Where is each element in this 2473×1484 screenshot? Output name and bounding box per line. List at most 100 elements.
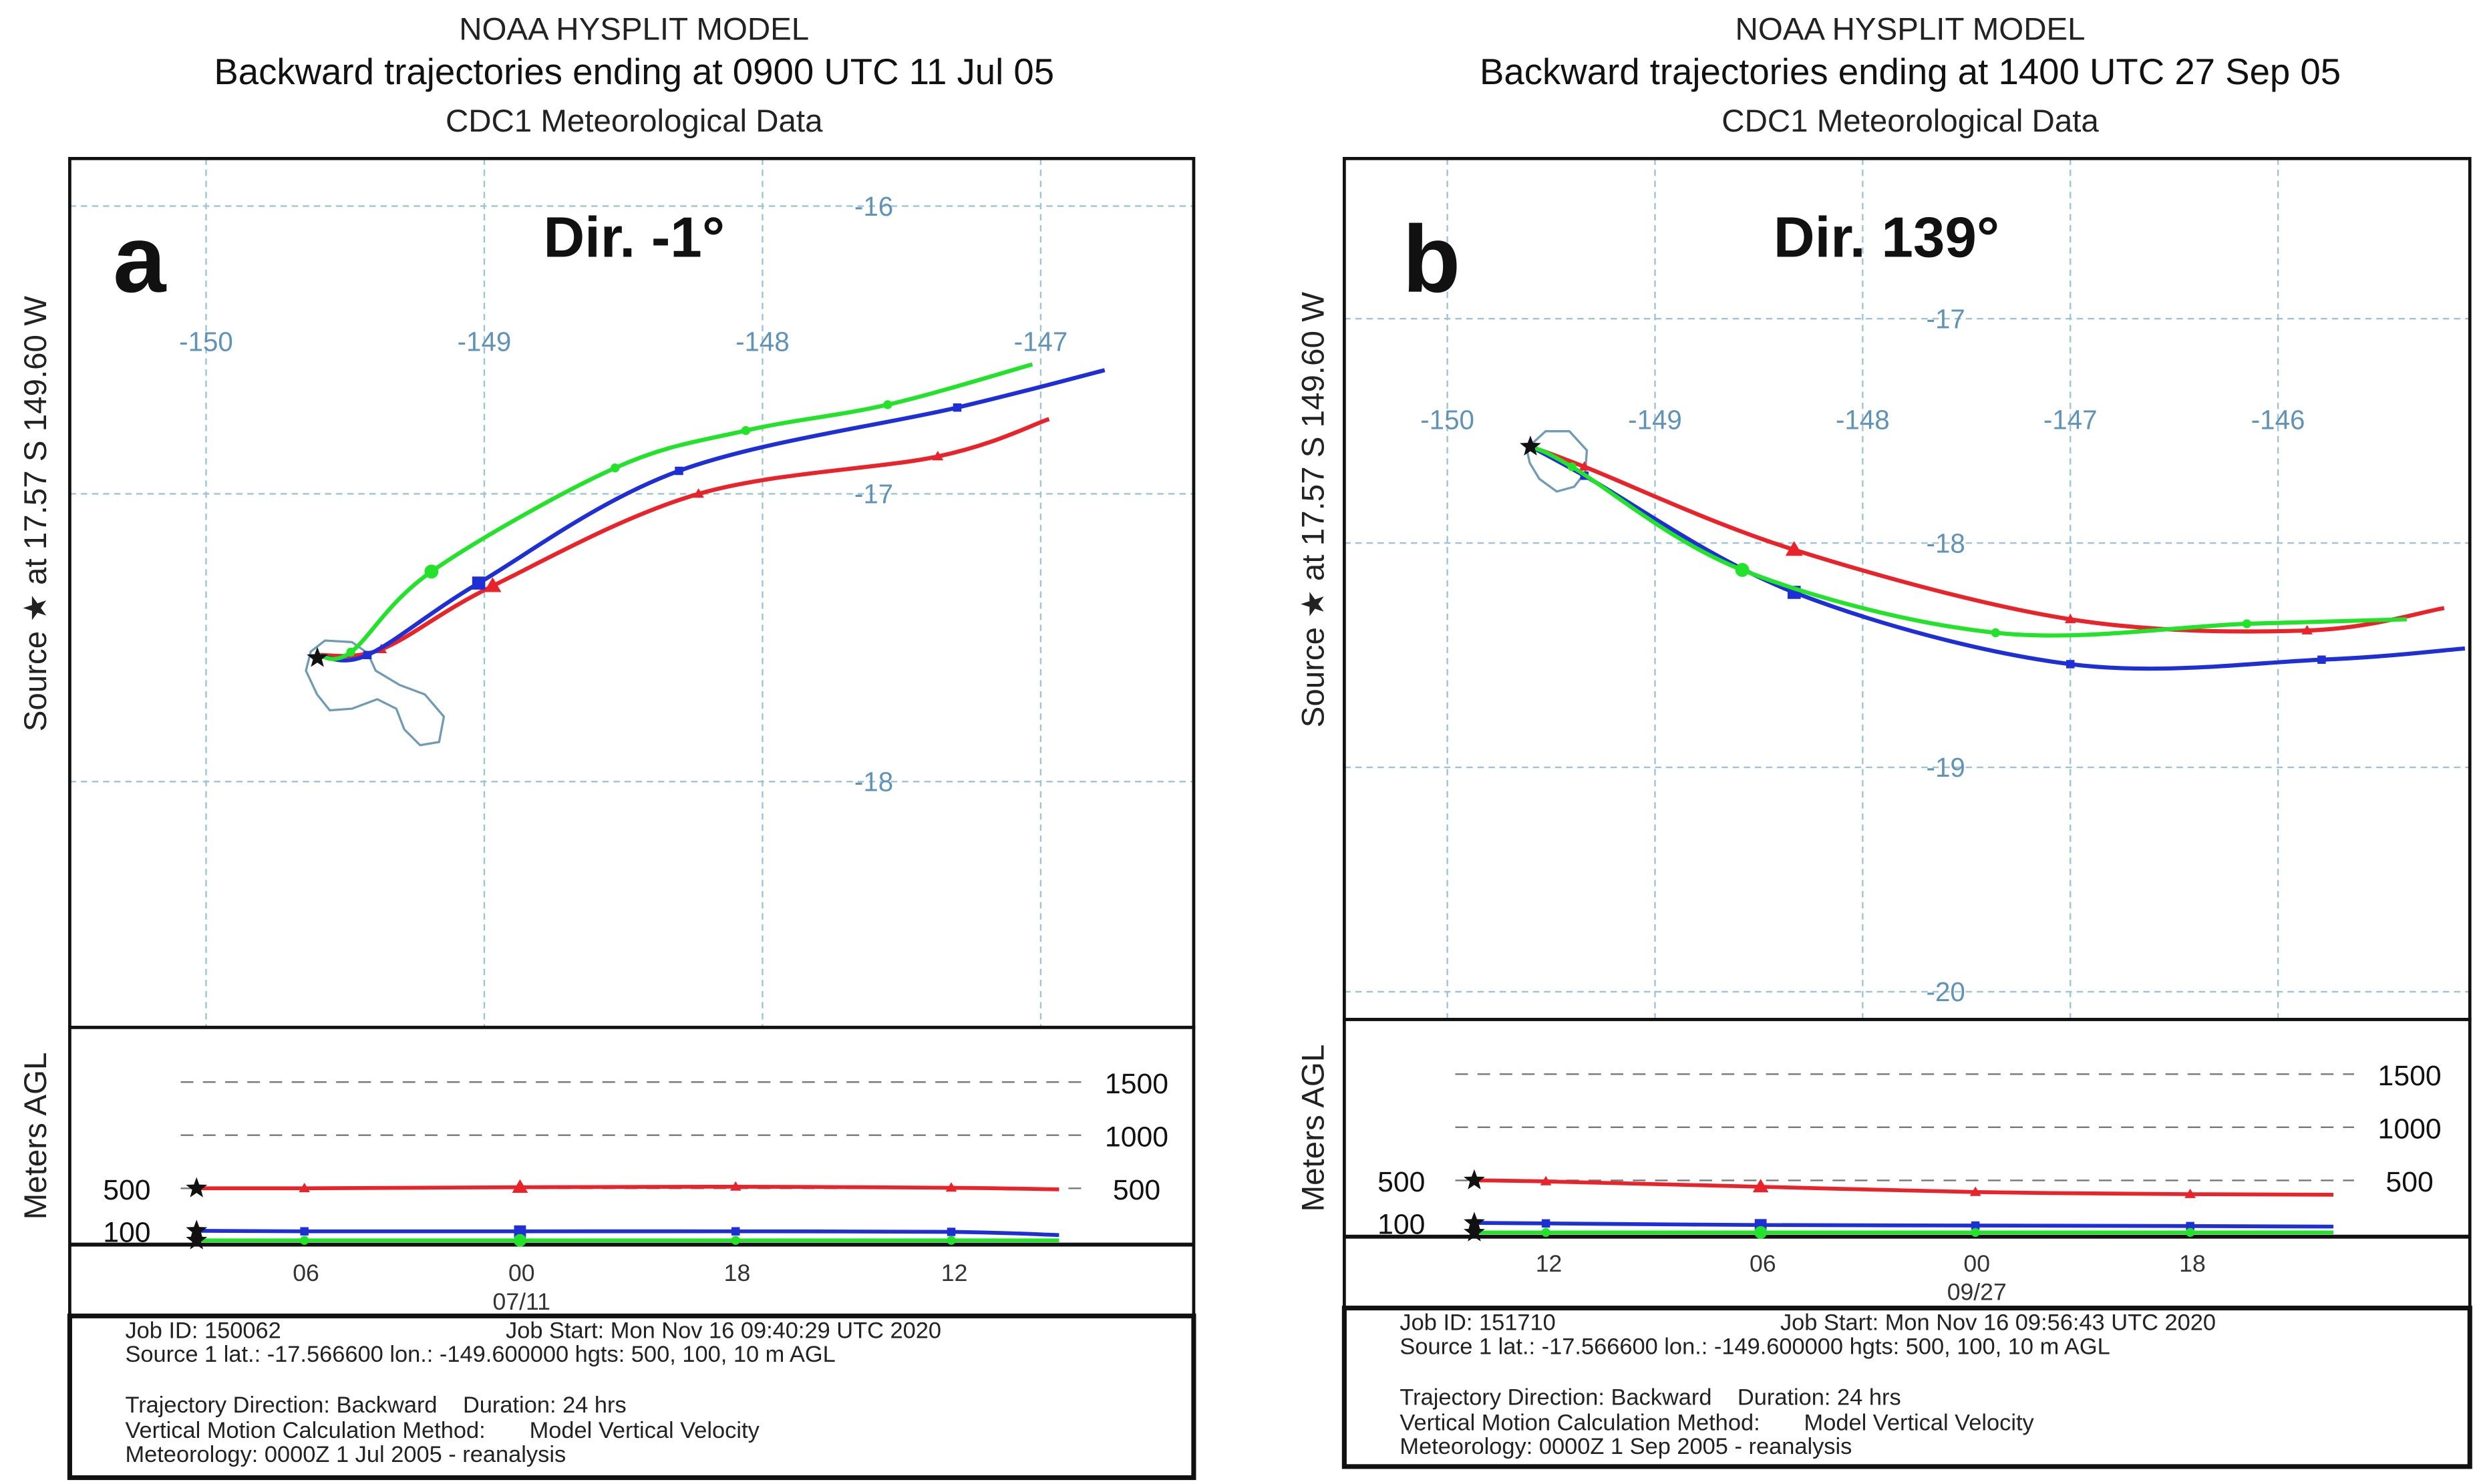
trajectory-line-2 — [317, 362, 1033, 661]
point-marker — [424, 564, 439, 579]
y-axis-label: Meters AGL — [18, 1053, 53, 1220]
point-marker — [2186, 1222, 2194, 1231]
point-marker — [1752, 1179, 1769, 1193]
point-marker — [472, 576, 486, 590]
chart-title-line: Backward trajectories ending at 0900 UTC… — [214, 51, 1054, 92]
source-location-label: Source ★ at 17.57 S 149.60 W — [1296, 292, 1331, 727]
footer-text: Trajectory Direction: Backward — [1399, 1384, 1711, 1410]
height-tick-right: 1000 — [2378, 1113, 2442, 1145]
lat-tick-label: -19 — [1927, 752, 1965, 783]
y-axis-label: Meters AGL — [1296, 1045, 1331, 1212]
direction-label: Dir. -1° — [543, 206, 725, 270]
point-marker — [1541, 1219, 1550, 1228]
trajectory-line-1 — [317, 368, 1106, 663]
point-marker — [1579, 461, 1591, 471]
point-marker — [883, 400, 892, 409]
lat-tick-label: -18 — [1927, 528, 1965, 558]
point-marker — [932, 451, 944, 461]
chart-title-line: NOAA HYSPLIT MODEL — [1736, 11, 2086, 47]
height-tick-right: 1500 — [1105, 1068, 1168, 1100]
lat-tick-label: -16 — [854, 191, 893, 222]
point-marker — [1754, 1226, 1768, 1239]
point-marker — [1971, 1228, 1980, 1237]
map-frame — [1342, 157, 2472, 1021]
direction-label: Dir. 139° — [1774, 206, 1999, 270]
footer-text: Job Start: Mon Nov 16 09:40:29 UTC 2020 — [506, 1318, 941, 1344]
source-star-icon — [307, 646, 328, 667]
point-marker — [731, 1227, 740, 1236]
height-frame — [68, 1025, 1196, 1318]
height-line-1 — [1474, 1221, 2333, 1229]
footer-text: Job ID: 150062 — [125, 1318, 281, 1344]
lon-tick-label: -147 — [1014, 326, 1068, 357]
point-marker — [363, 651, 372, 659]
time-tick-label: 00 — [1963, 1250, 1990, 1277]
footer-frame — [67, 1313, 1196, 1481]
point-marker — [953, 403, 962, 412]
point-marker — [2242, 619, 2252, 628]
point-marker — [947, 1236, 956, 1245]
footer-text: Source 1 lat.: -17.566600 lon.: -149.600… — [125, 1342, 835, 1367]
time-tick-label: 00 — [508, 1260, 535, 1286]
height-tick-right: 1500 — [2378, 1060, 2442, 1092]
point-marker — [2064, 613, 2076, 624]
source-star-icon — [1464, 1221, 1485, 1242]
source-star-icon — [1520, 435, 1541, 456]
point-marker — [1567, 462, 1577, 472]
footer-text: Source 1 lat.: -17.566600 lon.: -149.600… — [1399, 1334, 2110, 1359]
panel-letter: a — [113, 206, 167, 313]
panel-b: NOAA HYSPLIT MODEL Backward trajectories … — [1296, 11, 2472, 1469]
point-marker — [2317, 655, 2326, 664]
point-marker — [300, 1227, 309, 1236]
time-tick-label: 12 — [1536, 1250, 1562, 1277]
chart-title-line: CDC1 Meteorological Data — [1721, 104, 2099, 139]
point-marker — [514, 1225, 526, 1238]
point-marker — [1969, 1186, 1981, 1196]
point-marker — [1971, 1221, 1980, 1230]
height-tick-right: 1000 — [1105, 1121, 1168, 1153]
trajectory-line-2 — [1529, 444, 2407, 638]
lon-tick-label: -148 — [735, 326, 790, 357]
point-marker — [675, 466, 683, 476]
source-star-icon — [1464, 1169, 1485, 1189]
point-marker — [2066, 660, 2075, 669]
point-marker — [2301, 624, 2313, 634]
point-marker — [729, 1181, 741, 1191]
height-tick-right: 500 — [1113, 1174, 1160, 1206]
height-tick-left: 500 — [103, 1174, 150, 1206]
lat-tick-label: -17 — [1927, 303, 1965, 334]
height-line-0 — [1474, 1178, 2333, 1197]
point-marker — [731, 1236, 740, 1245]
lon-tick-label: -150 — [179, 326, 233, 357]
point-marker — [512, 1179, 528, 1193]
point-marker — [2185, 1228, 2195, 1237]
lon-tick-label: -150 — [1420, 405, 1474, 435]
map-frame — [68, 157, 1196, 1029]
source-location-label: Source ★ at 17.57 S 149.60 W — [18, 296, 53, 731]
point-marker — [484, 577, 502, 592]
island-outline — [1525, 430, 1589, 493]
footer-text: Model Vertical Velocity — [530, 1418, 760, 1443]
lon-tick-label: -147 — [2043, 405, 2098, 435]
footer-text: Vertical Motion Calculation Method: — [1399, 1410, 1760, 1435]
height-tick-right: 500 — [2385, 1166, 2433, 1198]
footer-text: Meteorology: 0000Z 1 Jul 2005 - reanalys… — [125, 1442, 566, 1467]
footer-text: Trajectory Direction: Backward — [125, 1393, 437, 1418]
point-marker — [1735, 562, 1750, 577]
lat-tick-label: -18 — [854, 767, 893, 797]
point-marker — [1785, 541, 1803, 556]
footer-text: Job Start: Mon Nov 16 09:56:43 UTC 2020 — [1780, 1310, 2216, 1336]
panel-a: NOAA HYSPLIT MODEL Backward trajectories … — [18, 11, 1196, 1481]
lat-tick-label: -17 — [854, 479, 893, 510]
chart-title-line: NOAA HYSPLIT MODEL — [459, 11, 809, 47]
chart-title-line: CDC1 Meteorological Data — [446, 104, 823, 139]
lon-tick-label: -149 — [1628, 405, 1682, 435]
point-marker — [513, 1234, 526, 1247]
panel-letter: b — [1402, 206, 1460, 313]
lat-tick-label: -20 — [1927, 976, 1965, 1007]
footer-text: Duration: 24 hrs — [463, 1393, 627, 1418]
height-line-1 — [196, 1229, 1059, 1238]
lon-tick-label: -148 — [1836, 405, 1890, 435]
point-marker — [1540, 1175, 1552, 1185]
